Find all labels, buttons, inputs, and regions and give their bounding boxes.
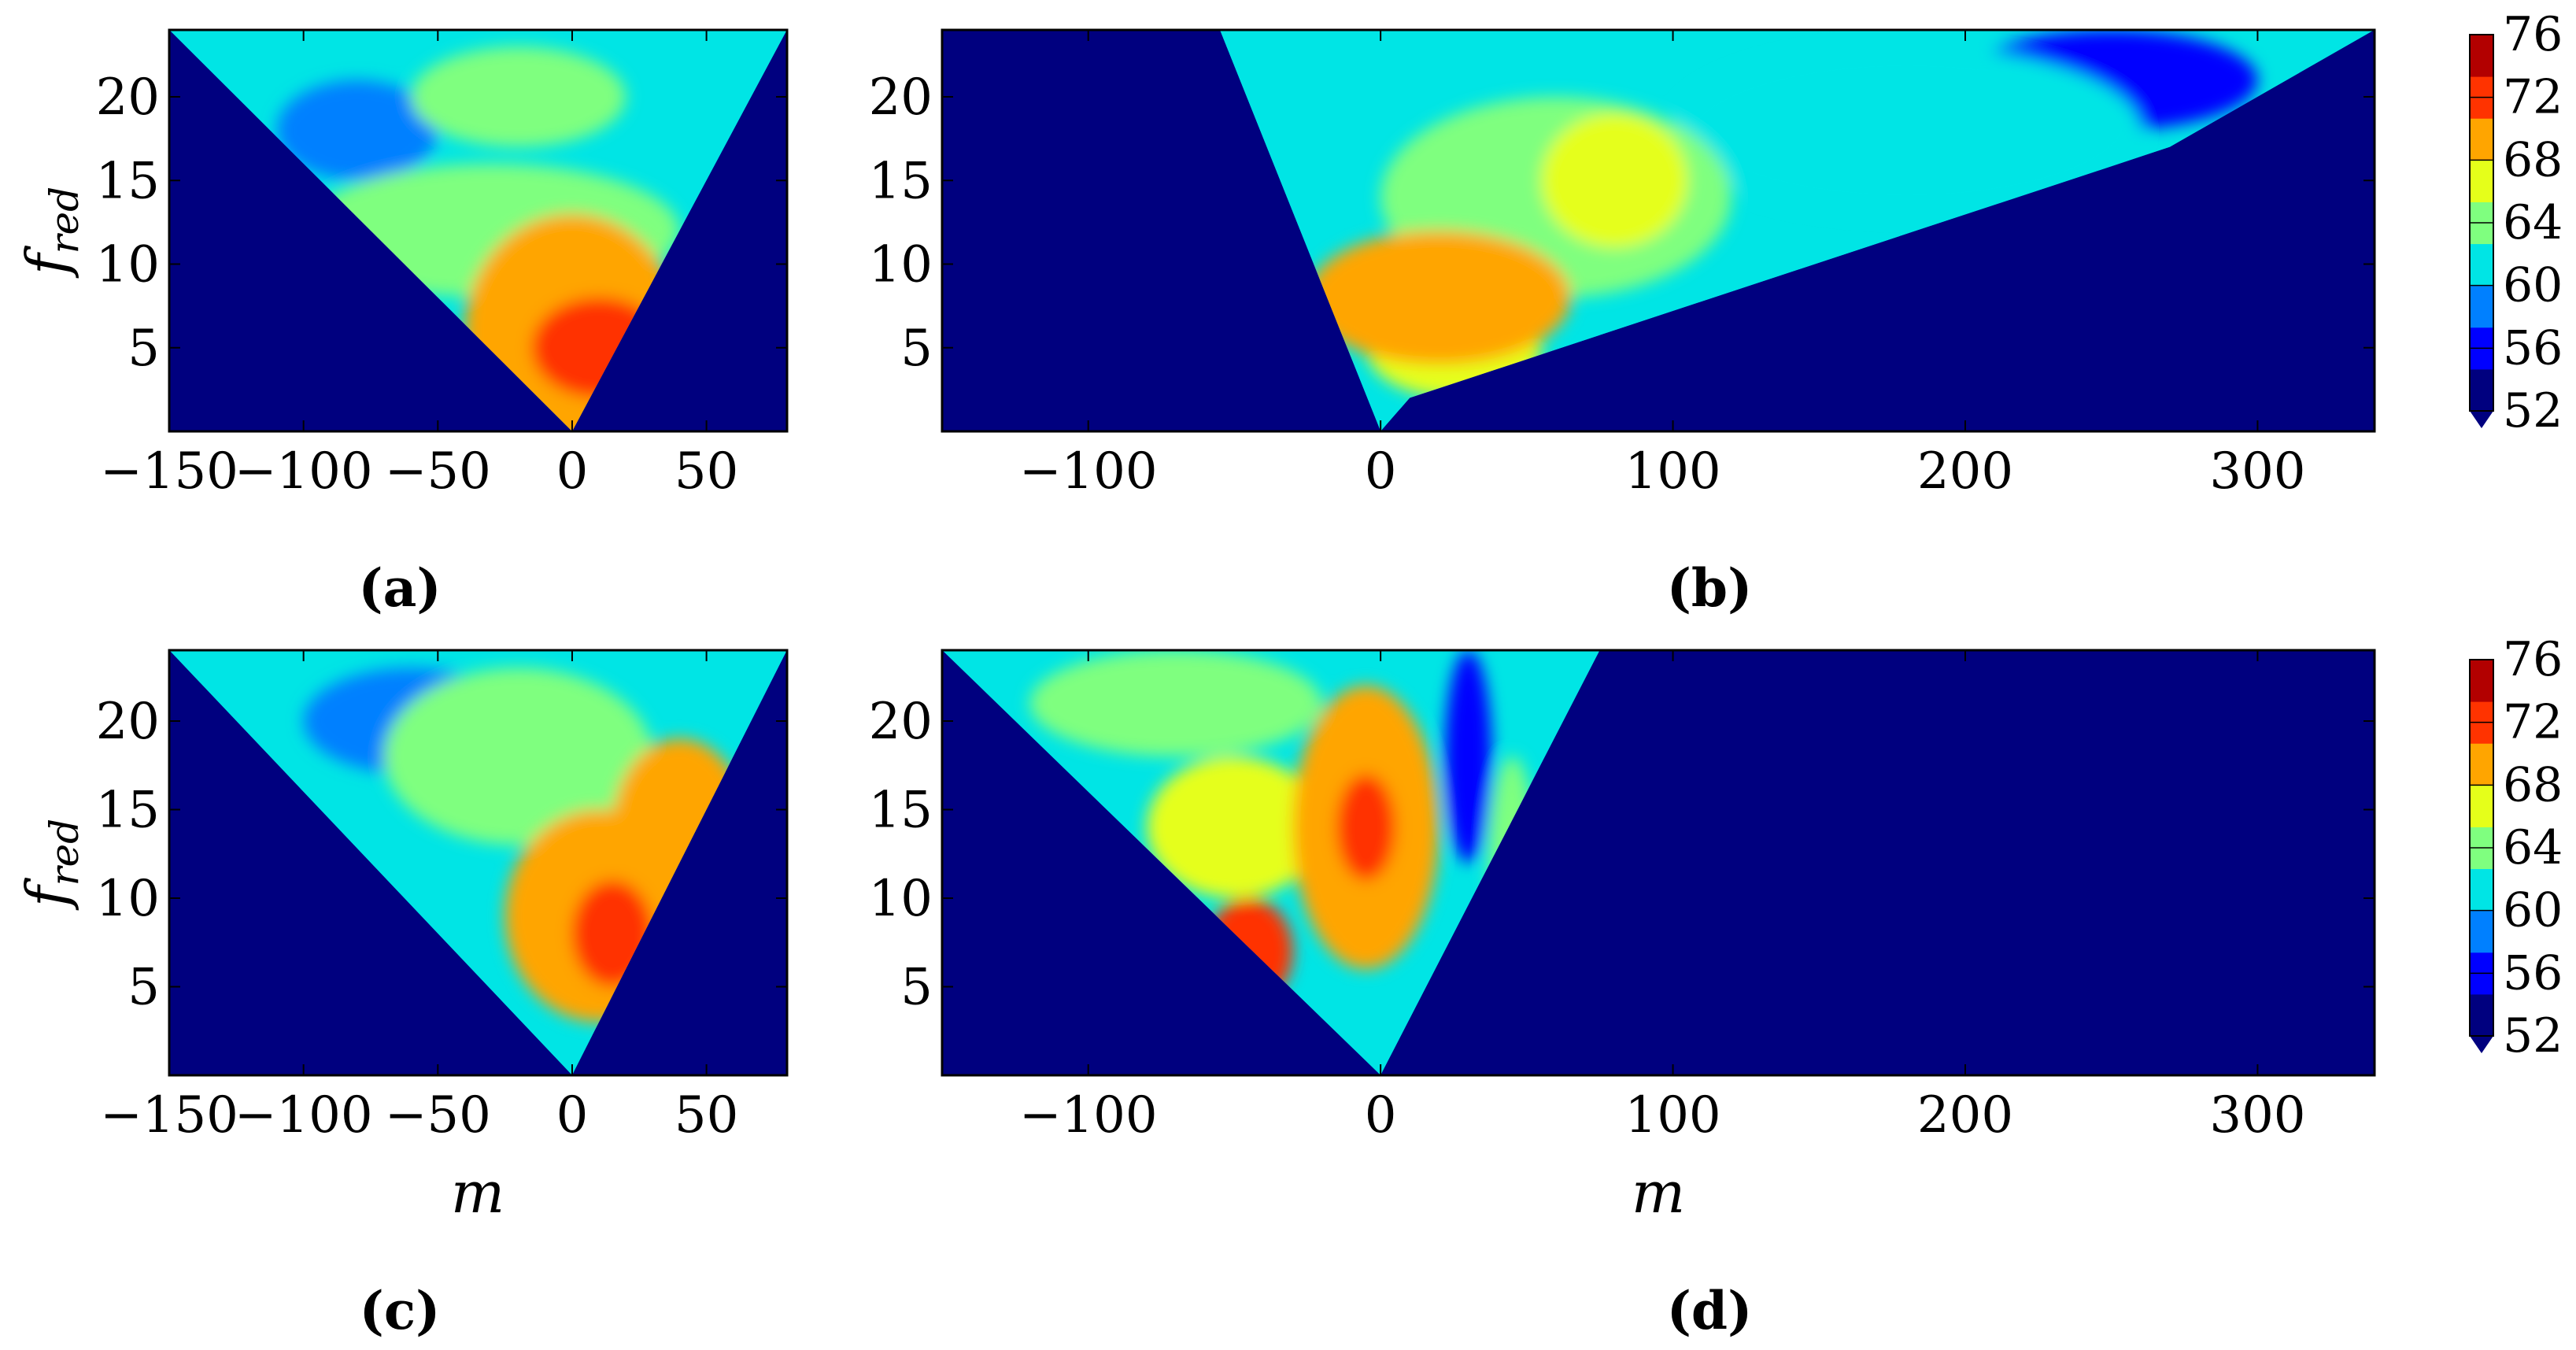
- panel-b-frame: [941, 28, 2376, 433]
- panel-a-ytick-label-3: 20: [96, 68, 160, 127]
- panel-d-contour-0: [1444, 650, 1492, 863]
- panel-c-xtick-label-0: −150: [100, 1086, 238, 1145]
- cbar-top-segment-6: [2470, 118, 2493, 161]
- panel-a-xtick-label-0: −150: [100, 442, 238, 501]
- panel-a-ytick-label-0: 5: [128, 320, 160, 378]
- panel-d-ytick-label-3: 20: [869, 693, 933, 751]
- cbar-top-label-2: 68: [2503, 132, 2563, 187]
- cbar-bottom-label-0: 76: [2503, 632, 2563, 687]
- panel-d-contour-1: [1029, 650, 1322, 756]
- panel-b-ytick-label-3: 20: [869, 68, 933, 127]
- panel-a: −150−100 −50 0 50 5 10 15 20 fred (a): [14, 28, 789, 619]
- cbar-bottom-segment-6: [2470, 743, 2493, 786]
- panel-a-label: (a): [358, 557, 441, 619]
- cbar-bottom-label-1: 72: [2503, 695, 2563, 750]
- panel-d-xtick-label-4: 300: [2209, 1086, 2305, 1145]
- panel-b-xtick-label-0: −100: [1019, 442, 1158, 501]
- panel-b-xtick-label-1: 0: [1365, 442, 1397, 501]
- panel-d-ytick-label-0: 5: [900, 959, 933, 1017]
- panel-b-xtick-label-2: 100: [1624, 442, 1720, 501]
- panel-c-xtick-label-4: 50: [674, 1086, 738, 1145]
- cbar-top-label-0: 76: [2503, 7, 2563, 62]
- panel-c-ylabel: fred: [14, 819, 87, 911]
- cbar-top-segment-0: [2470, 368, 2493, 412]
- panel-a-ytick-label-1: 10: [96, 236, 160, 294]
- panel-d-ytick-label-2: 15: [869, 782, 933, 840]
- panel-b-ytick-label-0: 5: [900, 320, 933, 378]
- panel-a-contour-3: [411, 46, 626, 147]
- ylabel-sub: red: [42, 187, 87, 254]
- panel-d-xlabel: m: [1632, 1160, 1685, 1226]
- cbar-top-extend-arrow: [2470, 411, 2493, 428]
- cbar-bottom-extend-arrow: [2470, 1036, 2493, 1053]
- cbar-bottom-segment-5: [2470, 785, 2493, 827]
- panel-d: −100 0 100 200 300 5 10 15 20 m (d): [869, 649, 2376, 1341]
- panel-b: −100 0 100 200 300 5 10 15 20 (b): [869, 28, 2376, 619]
- panel-c-label: (c): [360, 1280, 441, 1341]
- panel-a-ytick-label-2: 15: [96, 152, 160, 210]
- cbar-bottom-label-3: 64: [2503, 820, 2563, 875]
- panel-c-ytick-label-0: 5: [128, 959, 160, 1017]
- panel-a-xtick-label-3: 0: [556, 442, 589, 501]
- panel-c-ytick-label-2: 15: [96, 782, 160, 840]
- panel-a-frame: [168, 28, 789, 433]
- panel-b-contour-4: [1541, 113, 1688, 248]
- panel-d-contour-5: [1336, 774, 1395, 881]
- cbar-bottom-label-4: 60: [2503, 883, 2563, 938]
- cbar-top-segment-8: [2470, 35, 2493, 77]
- panel-c: −150−100 −50 0 50 5 10 15 20 fred m (c): [14, 649, 789, 1341]
- cbar-bottom-label-6: 52: [2503, 1008, 2563, 1063]
- svg-text:fred: fred: [14, 187, 87, 279]
- panel-a-xtick-label-2: −50: [385, 442, 491, 501]
- panel-d-xtick-label-2: 100: [1624, 1086, 1720, 1145]
- panel-b-ytick-label-1: 10: [869, 236, 933, 294]
- panel-b-contour-5: [1307, 231, 1571, 364]
- panel-d-ytick-label-1: 10: [869, 870, 933, 928]
- panel-b-xtick-label-3: 200: [1917, 442, 2013, 501]
- cbar-top-label-5: 56: [2503, 320, 2563, 375]
- cbar-top-segment-3: [2470, 243, 2493, 287]
- cbar-top-label-4: 60: [2503, 258, 2563, 313]
- panel-c-xtick-label-1: −100: [235, 1086, 373, 1145]
- cbar-bottom-segment-8: [2470, 660, 2493, 702]
- cbar-top-segment-5: [2470, 160, 2493, 202]
- panel-c-field: [169, 650, 787, 1075]
- panel-b-contour-1: [1672, 46, 2141, 214]
- cbar-bottom-segment-2: [2470, 910, 2493, 953]
- panel-b-ytick-label-2: 15: [869, 152, 933, 210]
- colorbar-bottom: 76 72 68 64 60 56 52: [2469, 632, 2563, 1063]
- panel-c-xlabel: m: [451, 1160, 504, 1226]
- ylabel-sub: red: [42, 819, 87, 886]
- panel-d-contour-3: [1147, 756, 1322, 898]
- cbar-bottom-label-2: 68: [2503, 757, 2563, 812]
- panel-d-frame: [941, 649, 2376, 1077]
- panel-a-xtick-label-1: −100: [235, 442, 373, 501]
- cbar-bottom-label-5: 56: [2503, 945, 2563, 1000]
- cbar-top-label-6: 52: [2503, 383, 2563, 438]
- panel-d-xtick-label-0: −100: [1019, 1086, 1158, 1145]
- colorbar-top: 76 72 68 64 60 56 52: [2469, 7, 2563, 438]
- panel-a-contour-1: [276, 80, 438, 181]
- cbar-top-label-1: 72: [2503, 70, 2563, 125]
- cbar-bottom-segment-3: [2470, 868, 2493, 912]
- panel-c-xtick-label-3: 0: [556, 1086, 589, 1145]
- panel-a-xtick-label-4: 50: [674, 442, 738, 501]
- panel-b-field: [1219, 30, 2375, 431]
- panel-b-label: (b): [1667, 557, 1753, 619]
- cbar-top-label-3: 64: [2503, 195, 2563, 250]
- panel-c-ytick-label-3: 20: [96, 693, 160, 751]
- panel-c-xtick-label-2: −50: [385, 1086, 491, 1145]
- panel-d-xtick-label-1: 0: [1365, 1086, 1397, 1145]
- cbar-bottom-segment-0: [2470, 993, 2493, 1037]
- svg-text:fred: fred: [14, 819, 87, 911]
- panel-c-frame: [168, 649, 789, 1077]
- panel-c-ytick-label-1: 10: [96, 870, 160, 928]
- panel-b-xtick-label-4: 300: [2209, 442, 2305, 501]
- cbar-top-segment-2: [2470, 285, 2493, 328]
- panel-d-xtick-label-3: 200: [1917, 1086, 2013, 1145]
- panel-d-label: (d): [1667, 1280, 1753, 1341]
- panel-a-ylabel: fred: [14, 187, 87, 279]
- panel-c-contour-1: [384, 668, 653, 845]
